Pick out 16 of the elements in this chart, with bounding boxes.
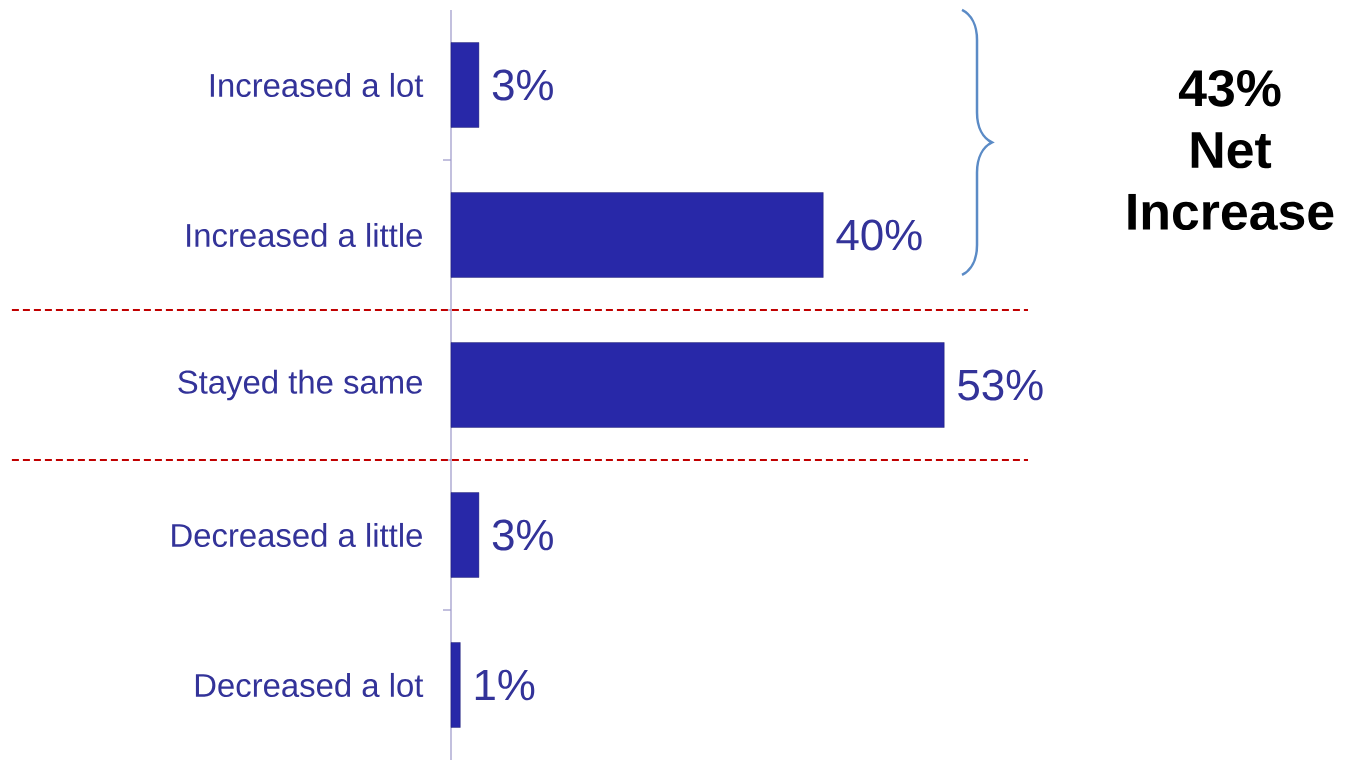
bar — [450, 492, 480, 578]
y-tick-label: Increased a little — [187, 222, 422, 248]
y-tick-label: Decreased a lot — [195, 672, 424, 698]
bar — [450, 642, 461, 728]
bar — [450, 42, 480, 128]
data-label: 3% — [492, 69, 553, 101]
y-tick-label: Stayed the same — [178, 369, 422, 401]
data-label: 53% — [958, 369, 1043, 401]
bar — [450, 342, 945, 428]
data-label: 3% — [492, 519, 553, 551]
data-label: 1% — [475, 669, 535, 701]
bar — [450, 192, 824, 278]
y-tick-label: Increased a lot — [210, 72, 424, 98]
data-label: 40% — [836, 219, 922, 251]
text: 43% Net Increase — [1128, 69, 1334, 231]
y-tick-label: Decreased a little — [172, 522, 422, 548]
